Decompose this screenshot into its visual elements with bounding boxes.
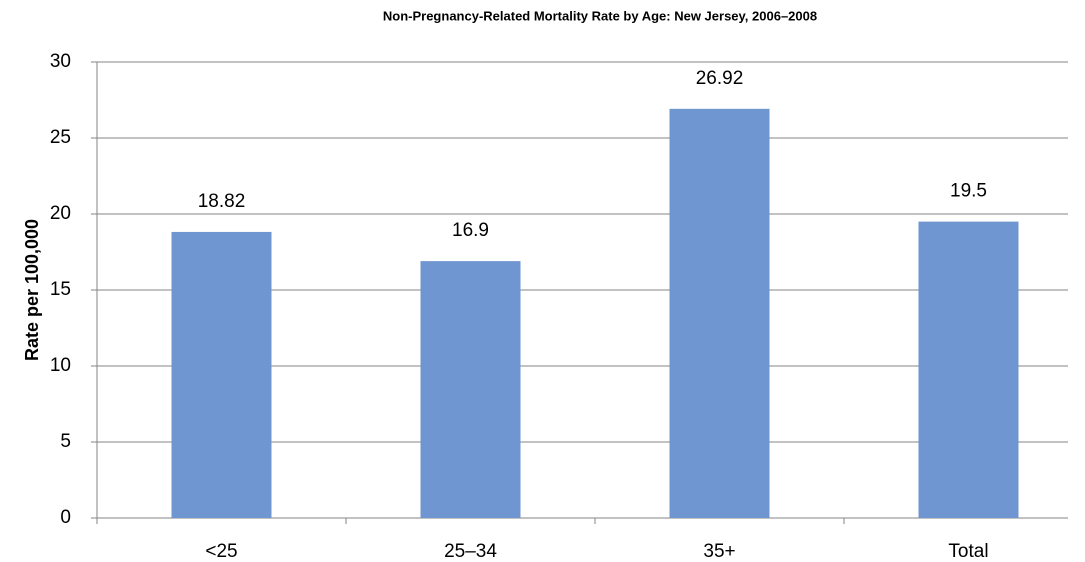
y-axis-label: Rate per 100,000 <box>22 219 42 361</box>
x-tick-label: 25–34 <box>444 541 497 562</box>
y-tick-label: 15 <box>50 279 71 300</box>
y-tick-label: 30 <box>50 51 71 72</box>
value-label: 26.92 <box>696 68 744 89</box>
y-tick-label: 0 <box>60 507 71 528</box>
value-label: 19.5 <box>950 181 987 202</box>
x-tick-label: <25 <box>205 541 237 562</box>
value-label: 18.82 <box>198 191 246 212</box>
chart-title: Non-Pregnancy-Related Mortality Rate by … <box>383 8 817 23</box>
bar <box>669 108 770 518</box>
y-tick-label: 25 <box>50 127 71 148</box>
x-tick-label: 35+ <box>703 541 735 562</box>
value-label: 16.9 <box>452 220 489 241</box>
bar <box>420 261 521 518</box>
x-tick-label: Total <box>948 541 988 562</box>
bar <box>171 231 272 518</box>
bar <box>918 221 1019 518</box>
y-tick-label: 20 <box>50 203 71 224</box>
y-tick-label: 5 <box>60 431 71 452</box>
y-tick-label: 10 <box>50 355 71 376</box>
